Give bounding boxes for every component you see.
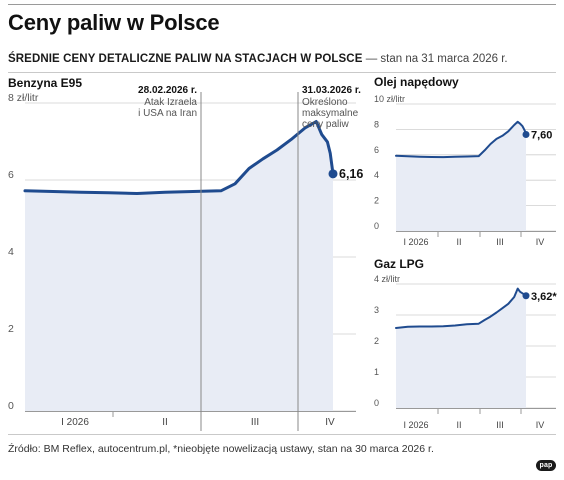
benzyna-chart-title: Benzyna E95 [8,76,82,90]
subtitle-bold: ŚREDNIE CENY DETALICZNE PALIW NA STACJAC… [8,53,363,65]
annotation-text: Atak Izraela [144,97,197,108]
olej-y-tick-label: 8 [374,119,379,129]
annotation-date: 28.02.2026 r. [138,85,197,96]
olej-y-tick-label: 2 [374,196,379,206]
lpg-end-point [522,292,530,300]
lpg-y-tick-label: 1 [374,367,379,377]
pap-logo: pap [536,460,556,471]
lpg-price-line [395,287,527,329]
olej-x-period-label: IV [536,237,545,247]
olej-x-period-label: III [496,237,504,247]
annotation-text: ceny paliw [302,119,349,130]
olej-price-line [395,120,527,159]
benzyna-end-point [328,169,338,179]
benzyna-x-period-label: II [162,417,168,428]
olej-y-tick-label: 4 [374,170,379,180]
benzyna-price-line [23,120,335,195]
olej-chart-title: Olej napędowy [374,75,459,89]
annotation-text: Określono [302,97,348,108]
lpg-x-period-label: IV [536,420,545,430]
olej-area-fill [396,121,526,231]
lpg-x-period-label: II [456,420,461,430]
lpg-area-fill [396,288,526,408]
olej-end-point [522,130,530,138]
lpg-y-tick-label: 3 [374,305,379,315]
header-divider [8,72,556,73]
benzyna-x-period-label: IV [325,417,335,428]
olej-end-value-label: 7,60 [531,129,552,141]
benzyna-x-period-label: III [251,417,259,428]
footer-divider [8,434,556,435]
annotation-text: i USA na Iran [138,108,197,119]
annotation-date: 31.03.2026 r. [302,85,361,96]
source-note: Źródło: BM Reflex, autocentrum.pl, *nieo… [8,443,434,455]
olej-x-period-label: II [456,237,461,247]
annotation-text: maksymalne [302,108,359,119]
top-rule [8,4,556,5]
lpg-chart-title: Gaz LPG [374,257,424,271]
lpg-y-tick-label: 2 [374,336,379,346]
olej-y-tick-label: 10 zł/litr [374,94,405,104]
benzyna-y-tick-label: 4 [8,246,14,258]
benzyna-y-tick-label: 2 [8,323,14,335]
olej-y-tick-label: 6 [374,145,379,155]
subtitle-note: — stan na 31 marca 2026 r. [362,53,508,65]
benzyna-y-tick-label: 0 [8,400,14,412]
lpg-y-tick-label: 4 zł/litr [374,274,400,284]
benzyna-area-fill [25,121,333,411]
benzyna-end-value-label: 6,16 [339,167,363,181]
lpg-x-period-label: I 2026 [403,420,428,430]
benzyna-y-tick-label: 8 zł/litr [8,92,39,104]
page-subtitle: ŚREDNIE CENY DETALICZNE PALIW NA STACJAC… [8,53,508,65]
benzyna-x-period-label: I 2026 [61,417,89,428]
olej-y-tick-label: 0 [374,221,379,231]
olej-x-period-label: I 2026 [403,237,428,247]
page-title: Ceny paliw w Polsce [8,10,220,35]
benzyna-y-tick-label: 6 [8,169,14,181]
lpg-end-value-label: 3,62* [531,291,557,303]
lpg-x-period-label: III [496,420,504,430]
lpg-y-tick-label: 0 [374,398,379,408]
